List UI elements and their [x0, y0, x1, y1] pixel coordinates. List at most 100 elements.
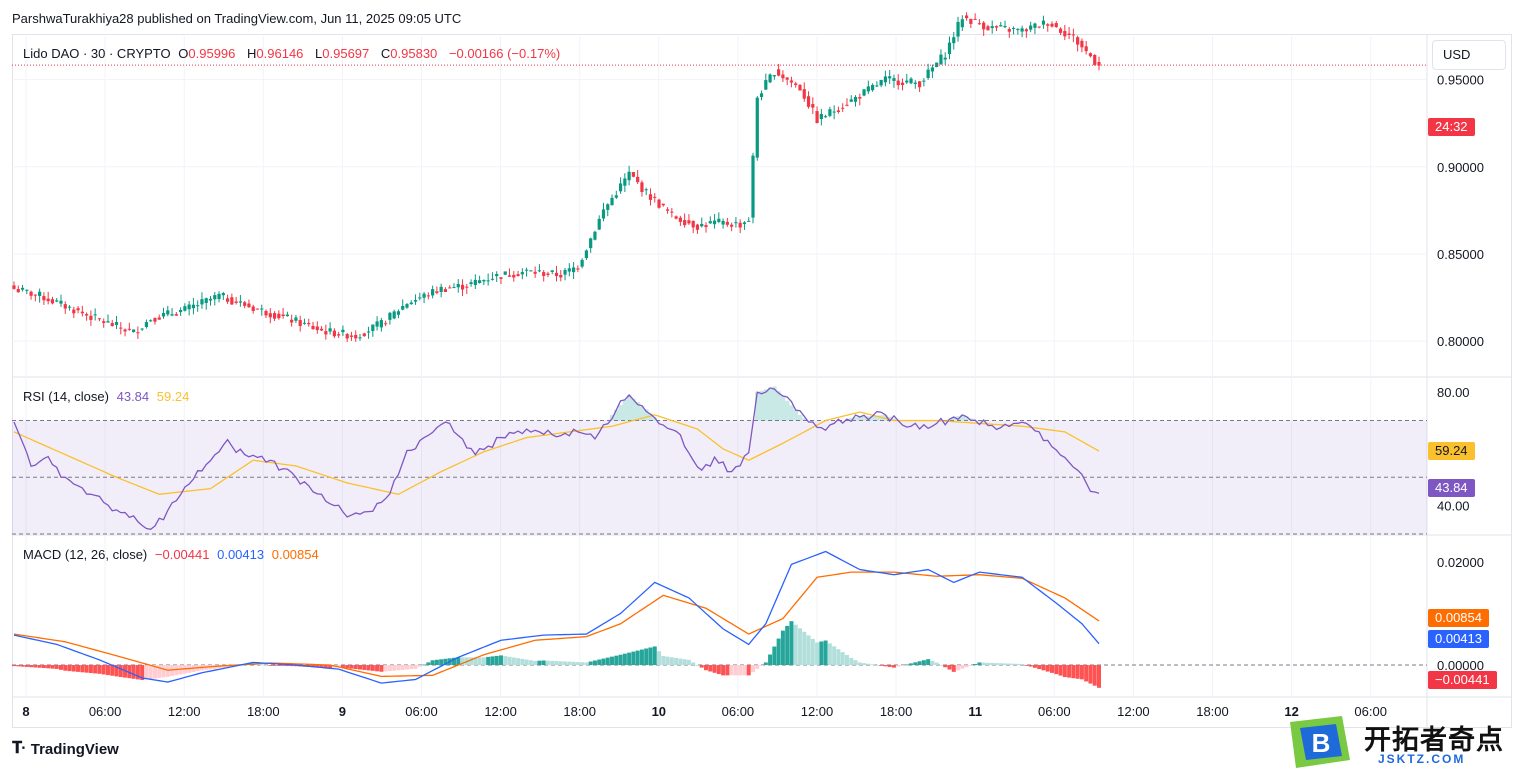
macd-legend-value: 0.00413 [217, 547, 265, 562]
candle-body [55, 300, 59, 302]
candle-body [50, 299, 55, 304]
candle-body [42, 296, 46, 301]
candle-body [473, 279, 477, 286]
macd-hist-bar [460, 657, 465, 666]
candle-body [358, 337, 362, 339]
price-tick-label: 0.85000 [1437, 247, 1484, 262]
candle-body [627, 171, 631, 181]
x-tick-label: 18:00 [563, 704, 596, 719]
macd-hist-bar [554, 661, 559, 666]
macd-hist-bar [1032, 665, 1037, 668]
currency-button[interactable]: USD [1432, 40, 1506, 70]
macd-hist-bar [88, 665, 93, 674]
candle-body [221, 293, 225, 296]
macd-hist-bar [592, 660, 597, 666]
macd-hist-bar [1045, 665, 1050, 672]
macd-hist-bar [161, 665, 166, 678]
candle-body [1020, 28, 1024, 32]
macd-hist-bar [152, 665, 157, 679]
candle-body [888, 76, 892, 79]
candle-body [85, 314, 89, 316]
watermark-badge-icon: B [1290, 716, 1350, 768]
macd-hist-bar [849, 657, 854, 666]
candle-body [140, 328, 144, 330]
macd-hist-bar [712, 665, 717, 673]
macd-hist-bar [678, 658, 683, 666]
macd-hist-bar [904, 664, 909, 666]
macd-hist-bar [866, 663, 871, 666]
candle-body [584, 250, 589, 259]
candle-body [307, 322, 311, 325]
candle-body [832, 111, 836, 113]
tradingview-logo-icon: 𝐓∙ [12, 740, 26, 757]
macd-hist-bar [84, 665, 89, 673]
candle-body [678, 217, 682, 222]
macd-hist-bar [909, 663, 914, 666]
macd-hist-bar [443, 658, 448, 666]
macd-hist-bar [776, 638, 781, 666]
candle-body [593, 231, 597, 240]
macd-hist-bar [379, 665, 384, 672]
candle-body [157, 317, 161, 320]
macd-hist-bar [635, 650, 640, 666]
x-tick-label: 06:00 [722, 704, 755, 719]
macd-hist-bar [746, 665, 751, 676]
macd-hist-bar [1007, 663, 1012, 666]
candle-body [264, 310, 268, 316]
candle-body [170, 314, 174, 316]
macd-hist-bar [58, 665, 63, 670]
candle-body [691, 220, 695, 228]
macd-hist-bar [272, 665, 277, 666]
macd-hist-bar [157, 665, 162, 678]
macd-hist-bar [12, 665, 16, 667]
macd-hist-bar [563, 661, 568, 666]
macd-hist-bar [404, 665, 409, 670]
macd-hist-bar [426, 662, 431, 666]
macd-hist-bar [896, 665, 901, 667]
macd-hist-bar [24, 665, 29, 667]
macd-hist-bar [135, 665, 140, 680]
macd-hist-bar [375, 665, 380, 672]
macd-hist-bar [857, 662, 862, 666]
macd-hist-bar [887, 665, 892, 667]
macd-hist-bar [323, 665, 328, 669]
macd-hist-bar [430, 660, 435, 666]
macd-hist-bar [644, 648, 649, 666]
macd-hist-bar [276, 665, 281, 666]
candle-body [721, 220, 725, 225]
candle-body [345, 334, 349, 339]
x-tick-label: 10 [652, 704, 666, 719]
candle-body [123, 329, 127, 332]
candle-body [550, 270, 554, 272]
candle-body [495, 274, 499, 277]
candle-body [1063, 30, 1067, 37]
candle-body [1003, 25, 1007, 28]
candle-body [956, 21, 960, 37]
x-tick-label: 06:00 [1038, 704, 1071, 719]
macd-hist-bar [806, 635, 811, 666]
macd-hist-bar [947, 665, 952, 670]
candle-body [841, 107, 845, 109]
high-value: 0.96146 [256, 46, 304, 61]
candle-body [371, 324, 375, 331]
macd-hist-bar [674, 657, 679, 666]
candle-body [524, 269, 529, 271]
candle-body [537, 270, 542, 272]
candle-body [439, 286, 443, 292]
candle-body [114, 322, 119, 325]
tradingview-logo[interactable]: 𝐓∙ TradingView [12, 740, 119, 758]
candle-body [106, 321, 110, 323]
candle-body [1097, 62, 1101, 66]
macd-hist-bar [725, 665, 730, 676]
watermark: B 开拓者奇点 JSKTZ.COM [1284, 714, 1524, 770]
candle-body [132, 329, 136, 333]
macd-hist-bar [840, 652, 845, 666]
macd-hist-bar [772, 646, 777, 666]
macd-hist-bar [413, 665, 418, 669]
candle-body [448, 287, 452, 289]
candle-body [341, 329, 345, 333]
macd-hist-bar [605, 657, 610, 666]
candle-body [909, 78, 913, 84]
candle-body [614, 195, 618, 198]
